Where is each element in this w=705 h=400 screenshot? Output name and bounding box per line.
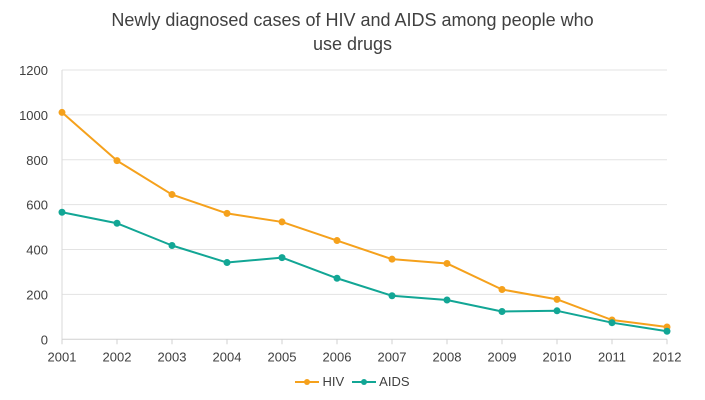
data-point-aids [113, 219, 121, 227]
data-point-hiv [278, 218, 286, 226]
x-tick-label: 2012 [653, 349, 682, 364]
data-point-hiv [498, 285, 506, 293]
y-tick-label: 400 [26, 243, 48, 258]
y-tick-label: 1000 [19, 108, 48, 123]
y-tick-label: 800 [26, 153, 48, 168]
data-point-hiv [443, 259, 451, 267]
data-point-aids [223, 259, 231, 267]
legend-swatch-aids [352, 377, 377, 387]
legend-swatch-hiv [295, 377, 320, 387]
x-tick-label: 2001 [48, 349, 77, 364]
data-point-aids [58, 208, 66, 216]
data-point-aids [663, 327, 671, 335]
legend-item-hiv[interactable]: HIV [295, 374, 344, 389]
x-tick-label: 2006 [323, 349, 352, 364]
data-point-aids [168, 241, 176, 249]
legend: HIV AIDS [0, 374, 705, 389]
x-tick-label: 2011 [598, 349, 626, 364]
x-tick-label: 2004 [213, 349, 242, 364]
legend-item-aids[interactable]: AIDS [352, 374, 410, 389]
data-point-aids [443, 296, 451, 304]
x-tick-label: 2009 [488, 349, 517, 364]
chart-title: Newly diagnosed cases of HIV and AIDS am… [0, 8, 705, 56]
x-tick-label: 2003 [158, 349, 187, 364]
series-line-hiv [61, 111, 668, 328]
x-tick-label: 2005 [268, 349, 297, 364]
x-tick-label: 2002 [103, 349, 132, 364]
y-tick-label: 0 [41, 332, 48, 347]
data-point-hiv [113, 157, 121, 165]
data-point-aids [388, 292, 396, 300]
data-point-hiv [168, 191, 176, 199]
y-tick-label: 1200 [19, 63, 48, 78]
data-point-aids [333, 274, 341, 282]
legend-label-aids: AIDS [379, 374, 410, 389]
data-point-aids [608, 319, 616, 327]
x-tick-label: 2008 [433, 349, 462, 364]
chart-title-line-2: use drugs [312, 34, 393, 54]
series-line-aids [61, 211, 668, 333]
x-tick-label: 2007 [378, 349, 407, 364]
legend-label-hiv: HIV [322, 374, 345, 389]
y-tick-label: 600 [26, 198, 48, 213]
data-point-hiv [333, 237, 341, 245]
data-point-hiv [58, 108, 66, 116]
data-point-hiv [388, 255, 396, 263]
x-tick-label: 2010 [543, 349, 572, 364]
data-point-hiv [553, 295, 561, 303]
data-point-aids [278, 254, 286, 262]
data-point-aids [553, 307, 561, 315]
data-point-hiv [223, 209, 231, 217]
data-point-aids [498, 307, 506, 315]
y-tick-label: 200 [26, 287, 48, 302]
chart-title-line-1: Newly diagnosed cases of HIV and AIDS am… [111, 10, 594, 30]
